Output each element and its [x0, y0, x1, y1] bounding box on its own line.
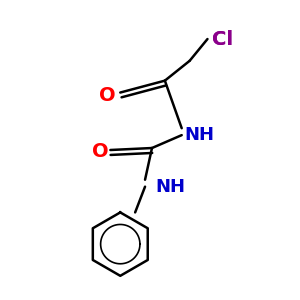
Text: O: O [92, 142, 108, 161]
Text: O: O [99, 86, 115, 105]
Text: NH: NH [155, 178, 185, 196]
Text: NH: NH [185, 126, 215, 144]
Text: Cl: Cl [212, 29, 233, 49]
Text: Cl: Cl [212, 29, 233, 49]
